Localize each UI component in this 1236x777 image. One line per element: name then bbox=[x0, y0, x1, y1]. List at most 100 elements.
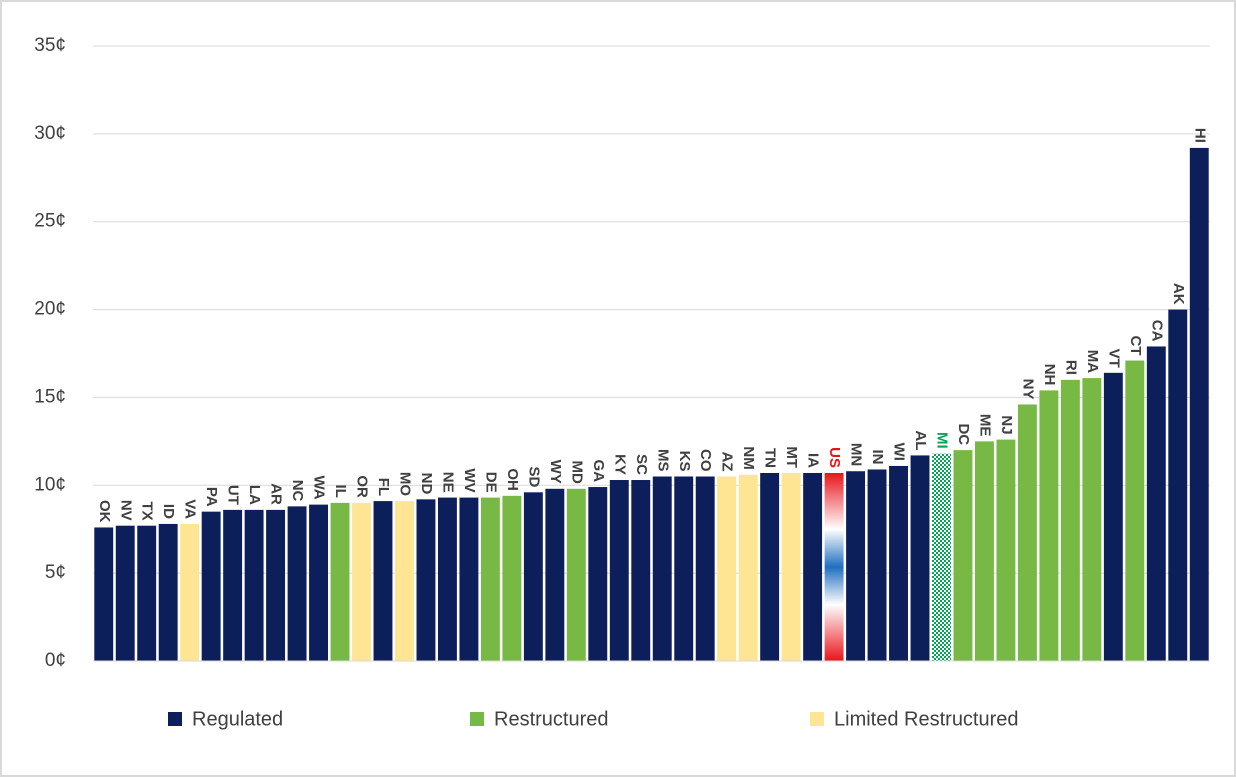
x-tick-label: DC bbox=[955, 423, 972, 445]
y-tick-label: 35¢ bbox=[34, 35, 66, 56]
x-tick-label: MS bbox=[654, 449, 671, 472]
bar bbox=[867, 469, 887, 661]
x-tick-label: SD bbox=[525, 466, 542, 487]
bar bbox=[330, 502, 350, 661]
bar bbox=[94, 527, 114, 661]
bar bbox=[523, 492, 543, 661]
y-tick-label: 15¢ bbox=[34, 386, 66, 407]
x-tick-label: TX bbox=[139, 502, 156, 521]
x-tick-label: FL bbox=[375, 478, 392, 496]
legend-label: Restructured bbox=[494, 708, 609, 730]
bar bbox=[352, 502, 371, 661]
bar bbox=[932, 453, 951, 661]
x-tick-label: NJ bbox=[998, 415, 1015, 434]
x-tick-label: IN bbox=[869, 449, 886, 464]
bar bbox=[180, 523, 200, 661]
x-tick-label: KY bbox=[611, 454, 628, 475]
x-tick-label: WV bbox=[461, 468, 478, 492]
bar bbox=[1082, 378, 1102, 661]
x-tick-label: MT bbox=[783, 446, 800, 468]
x-tick-label: MD bbox=[568, 460, 585, 483]
bar bbox=[910, 455, 930, 661]
bar bbox=[781, 472, 801, 661]
x-tick-label: MO bbox=[397, 472, 414, 496]
x-tick-label: VT bbox=[1105, 349, 1122, 368]
bar bbox=[846, 471, 866, 661]
x-tick-label: VA bbox=[182, 499, 199, 519]
y-tick-label: 20¢ bbox=[34, 299, 66, 320]
bar bbox=[480, 497, 500, 661]
bar bbox=[738, 474, 758, 661]
bar bbox=[652, 476, 672, 661]
x-tick-label: AL bbox=[912, 430, 929, 450]
y-tick-label: 5¢ bbox=[45, 562, 66, 583]
x-tick-label: WA bbox=[311, 475, 328, 499]
y-tick-label: 25¢ bbox=[34, 211, 66, 232]
bar bbox=[437, 497, 457, 661]
bar bbox=[566, 488, 586, 661]
x-tick-label: MN bbox=[848, 443, 865, 466]
bar bbox=[309, 504, 328, 661]
bar bbox=[223, 509, 243, 661]
x-tick-label: MA bbox=[1084, 350, 1101, 373]
x-tick-label: GA bbox=[590, 460, 607, 483]
x-tick-label: OK bbox=[96, 500, 113, 523]
bar bbox=[760, 472, 780, 661]
x-tick-label: NY bbox=[1019, 379, 1036, 400]
bar bbox=[373, 501, 393, 661]
bar bbox=[201, 511, 221, 661]
bar bbox=[674, 476, 694, 661]
bar bbox=[287, 506, 307, 661]
x-tick-label: AZ bbox=[719, 452, 736, 472]
x-tick-label: WI bbox=[891, 443, 908, 461]
bar bbox=[1103, 372, 1123, 661]
bar bbox=[609, 480, 629, 661]
legend-swatch bbox=[168, 712, 182, 726]
x-tick-label: WY bbox=[547, 460, 564, 484]
bar bbox=[545, 488, 565, 661]
x-tick-label: TN bbox=[762, 448, 779, 468]
x-tick-label: NM bbox=[740, 446, 757, 469]
bar bbox=[115, 525, 135, 661]
bar bbox=[1017, 404, 1037, 661]
x-tick-label: CT bbox=[1127, 336, 1144, 356]
x-tick-label: SC bbox=[633, 454, 650, 475]
y-tick-label: 0¢ bbox=[45, 650, 66, 671]
bar bbox=[975, 441, 994, 661]
bar bbox=[1146, 346, 1166, 661]
x-tick-label: ID bbox=[160, 504, 177, 519]
y-tick-label: 30¢ bbox=[34, 123, 66, 144]
bar bbox=[416, 499, 436, 661]
legend-label: Limited Restructured bbox=[834, 708, 1019, 730]
x-tick-label: NE bbox=[439, 472, 456, 493]
legend-swatch bbox=[810, 712, 824, 726]
x-tick-label: NV bbox=[117, 500, 134, 521]
x-tick-label: PA bbox=[203, 487, 220, 507]
x-tick-label: LA bbox=[246, 485, 263, 505]
bar bbox=[824, 472, 844, 661]
bar bbox=[502, 495, 522, 661]
bar bbox=[1189, 147, 1209, 661]
x-tick-label: CA bbox=[1148, 320, 1165, 342]
x-tick-label: ND bbox=[418, 473, 435, 495]
bar bbox=[588, 487, 608, 661]
bar bbox=[1039, 390, 1059, 661]
x-tick-label: RI bbox=[1062, 360, 1079, 375]
bar bbox=[395, 501, 414, 661]
x-tick-label: ME bbox=[976, 414, 993, 437]
x-tick-label: KS bbox=[676, 451, 693, 472]
x-tick-label: HI bbox=[1191, 128, 1208, 143]
bar bbox=[631, 480, 651, 661]
x-tick-label: US bbox=[826, 447, 843, 468]
x-tick-label: NH bbox=[1041, 364, 1058, 386]
x-tick-label: DE bbox=[482, 472, 499, 493]
x-tick-label: CO bbox=[697, 449, 714, 472]
x-tick-label: NC bbox=[289, 480, 306, 502]
x-tick-label: IA bbox=[805, 453, 822, 468]
x-tick-label: AK bbox=[1170, 283, 1187, 305]
bar bbox=[1060, 379, 1080, 661]
bar bbox=[137, 525, 157, 661]
x-tick-label: OR bbox=[354, 475, 371, 498]
bar bbox=[803, 472, 823, 661]
